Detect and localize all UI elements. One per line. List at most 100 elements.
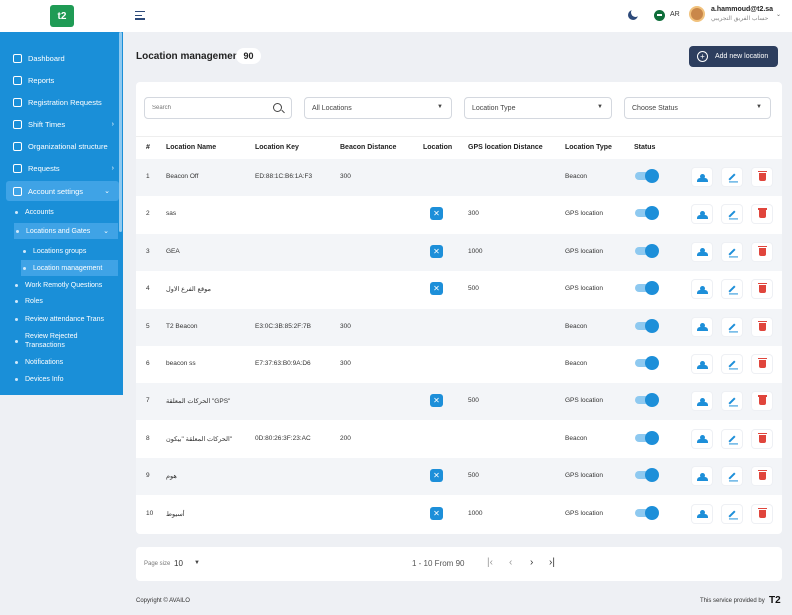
edit-button[interactable] <box>722 429 742 448</box>
cell-name: الحركات المعلقة "بيكون" <box>166 435 233 443</box>
status-toggle[interactable] <box>635 243 659 258</box>
sidebar-item-registration-requests[interactable]: Registration Requests <box>0 92 123 112</box>
sidebar-subitem-work-remotly-questions[interactable]: Work Remotly Questions <box>0 277 123 293</box>
sidebar-item-reports[interactable]: Reports <box>0 70 123 90</box>
sidebar-subitem-devices-info[interactable]: Devices Info <box>0 371 123 387</box>
sidebar-subitem-locations-and-gates[interactable]: Locations and Gates ⌄ <box>14 223 118 239</box>
sidebar-subitem-accounts[interactable]: Accounts <box>0 204 123 220</box>
map-location-icon[interactable]: ✕ <box>430 394 443 408</box>
last-page-icon[interactable]: ›| <box>549 557 555 568</box>
user-name[interactable]: a.hammoud@t2.sa <box>711 6 774 13</box>
status-toggle[interactable] <box>635 505 659 520</box>
trash-button[interactable] <box>752 467 772 486</box>
edit-button[interactable] <box>722 392 742 411</box>
table-row: 1 Beacon Off ED:88:1C:B6:1A:F3 300 Beacon <box>136 159 782 196</box>
sidebar-item-organizational-structure[interactable]: Organizational structure <box>0 136 123 156</box>
status-toggle[interactable] <box>635 318 659 333</box>
trash-button[interactable] <box>752 242 772 261</box>
cell-type: Beacon <box>565 434 588 442</box>
next-page-icon[interactable]: › <box>530 557 534 568</box>
table-row: 6 beacon ss E7:37:63:B0:9A:D6 300 Beacon <box>136 346 782 383</box>
status-toggle[interactable] <box>635 206 659 221</box>
map-location-icon[interactable]: ✕ <box>430 506 443 520</box>
map-location-icon[interactable]: ✕ <box>430 244 443 258</box>
sidebar-subitem-review-attendance[interactable]: Review attendance Trans <box>0 311 123 327</box>
map-location-icon[interactable]: ✕ <box>430 469 443 483</box>
sidebar-subitem-label: Location management <box>33 264 103 272</box>
saudi-flag-icon[interactable] <box>654 10 665 21</box>
users-button[interactable] <box>692 317 712 336</box>
map-location-icon[interactable]: ✕ <box>430 282 443 296</box>
sidebar-subitem-location-management[interactable]: Location management <box>21 260 118 276</box>
trash-button[interactable] <box>752 317 772 336</box>
column-header: # <box>146 144 150 151</box>
cell-name: الحركات المعلقة "GPS" <box>166 398 231 406</box>
prev-page-icon[interactable]: ‹ <box>509 557 513 568</box>
edit-button[interactable] <box>722 242 742 261</box>
clock-icon <box>13 119 22 129</box>
trash-button[interactable] <box>752 205 772 224</box>
edit-button[interactable] <box>722 317 742 336</box>
sidebar-scrollbar[interactable] <box>119 32 122 232</box>
status-toggle[interactable] <box>635 468 659 483</box>
menu-icon[interactable] <box>135 11 145 22</box>
cell-n: 7 <box>146 397 150 405</box>
first-page-icon[interactable]: |‹ <box>487 557 493 568</box>
status-toggle[interactable] <box>635 169 659 183</box>
avatar[interactable] <box>689 6 705 22</box>
status-select[interactable]: Choose Status ▼ <box>624 97 771 119</box>
caret-down-icon[interactable]: ▼ <box>194 560 200 566</box>
users-button[interactable] <box>692 504 712 523</box>
trash-button[interactable] <box>752 392 772 411</box>
add-location-button[interactable]: + Add new location <box>689 46 778 67</box>
status-toggle[interactable] <box>635 356 659 370</box>
users-button[interactable] <box>692 168 712 186</box>
page-size-select[interactable]: 10 <box>174 559 183 568</box>
users-button[interactable] <box>692 392 712 411</box>
bullet-icon <box>15 317 18 321</box>
sidebar-subitem-label: Devices Info <box>25 375 64 383</box>
cell-gps: 500 <box>468 285 479 293</box>
chevron-down-icon[interactable]: ⌄ <box>776 12 782 18</box>
users-button[interactable] <box>692 429 712 448</box>
sidebar-subitem-locations-groups[interactable]: Locations groups <box>0 243 123 259</box>
trash-button[interactable] <box>752 504 772 523</box>
users-button[interactable] <box>692 205 712 224</box>
status-toggle[interactable] <box>635 281 659 296</box>
locations-card: All Locations ▼ Location Type ▼ Choose S… <box>136 82 782 534</box>
all-locations-select[interactable]: All Locations ▼ <box>304 97 452 119</box>
edit-button[interactable] <box>722 168 742 186</box>
edit-button[interactable] <box>722 355 742 373</box>
edit-button[interactable] <box>722 504 742 523</box>
column-header: Location <box>423 144 453 151</box>
search-icon[interactable] <box>273 103 282 112</box>
dark-mode-icon[interactable] <box>628 8 640 20</box>
sidebar-item-dashboard[interactable]: Dashboard <box>0 48 123 68</box>
sidebar-subitem-notifications[interactable]: Notifications <box>0 354 123 370</box>
sidebar-item-account-settings[interactable]: Account settings ⌄ <box>6 181 119 201</box>
users-button[interactable] <box>692 280 712 299</box>
cell-gps: 1000 <box>468 509 483 517</box>
map-location-icon[interactable]: ✕ <box>430 207 443 221</box>
edit-button[interactable] <box>722 280 742 299</box>
search-input[interactable] <box>144 97 292 119</box>
trash-button[interactable] <box>752 429 772 448</box>
sidebar-item-requests[interactable]: Requests › <box>0 158 123 178</box>
app-logo[interactable]: t2 <box>50 5 74 27</box>
edit-button[interactable] <box>722 205 742 224</box>
location-type-select[interactable]: Location Type ▼ <box>464 97 612 119</box>
cell-n: 2 <box>146 210 150 218</box>
users-button[interactable] <box>692 467 712 486</box>
trash-button[interactable] <box>752 280 772 299</box>
sidebar-item-shift-times[interactable]: Shift Times › <box>0 114 123 134</box>
sidebar-subitem-review-rejected[interactable]: Review Rejected Transactions <box>0 330 123 352</box>
users-button[interactable] <box>692 242 712 261</box>
edit-button[interactable] <box>722 467 742 486</box>
status-toggle[interactable] <box>635 393 659 408</box>
trash-button[interactable] <box>752 355 772 373</box>
sidebar-subitem-roles[interactable]: Roles <box>0 293 123 309</box>
trash-button[interactable] <box>752 168 772 186</box>
users-button[interactable] <box>692 355 712 373</box>
language-switch[interactable]: AR <box>670 11 680 18</box>
status-toggle[interactable] <box>635 430 659 445</box>
